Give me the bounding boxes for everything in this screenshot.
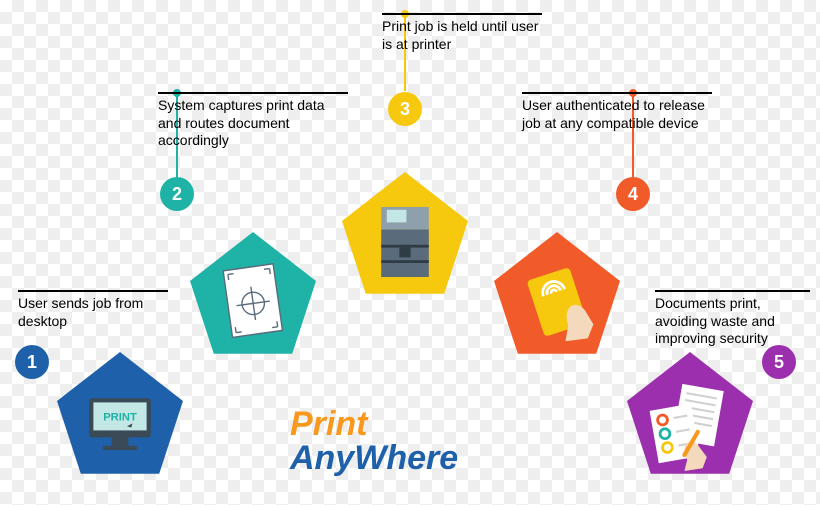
- pentagon-desktop: PRINT: [50, 345, 190, 485]
- printer-icon: [335, 165, 475, 305]
- desktop-icon: PRINT: [50, 345, 190, 485]
- step-1-number: 1: [27, 352, 37, 373]
- step-3-number: 3: [400, 99, 410, 120]
- step-1-badge: 1: [15, 345, 49, 379]
- infographic-stage: { "canvas": { "width": 820, "height": 50…: [0, 0, 820, 505]
- step-4-label: User authenticated to release job at any…: [522, 97, 712, 132]
- pentagon-printer: [335, 165, 475, 305]
- step-3-label: Print job is held until user is at print…: [382, 18, 542, 53]
- step-5-label: Documents print, avoiding waste and impr…: [655, 295, 810, 348]
- step-5-number: 5: [774, 352, 784, 373]
- step-rule: [522, 92, 712, 94]
- pentagon-card: [487, 225, 627, 365]
- document-icon: [183, 225, 323, 365]
- svg-text:PRINT: PRINT: [103, 412, 137, 424]
- step-1-label: User sends job from desktop: [18, 295, 168, 330]
- step-2-badge: 2: [160, 177, 194, 211]
- step-3-badge: 3: [388, 92, 422, 126]
- pentagon-document: [183, 225, 323, 365]
- step-5-badge: 5: [762, 345, 796, 379]
- step-2-number: 2: [172, 184, 182, 205]
- step-rule: [18, 290, 168, 292]
- step-rule: [655, 290, 810, 292]
- step-4-badge: 4: [616, 177, 650, 211]
- step-2-label: System captures print data and routes do…: [158, 97, 348, 150]
- documents-icon: [620, 345, 760, 485]
- title-line2: AnyWhere: [290, 439, 458, 478]
- step-4-number: 4: [628, 184, 638, 205]
- step-rule: [158, 92, 348, 94]
- step-rule: [382, 13, 542, 15]
- pentagon-output: [620, 345, 760, 485]
- card-hand-icon: [487, 225, 627, 365]
